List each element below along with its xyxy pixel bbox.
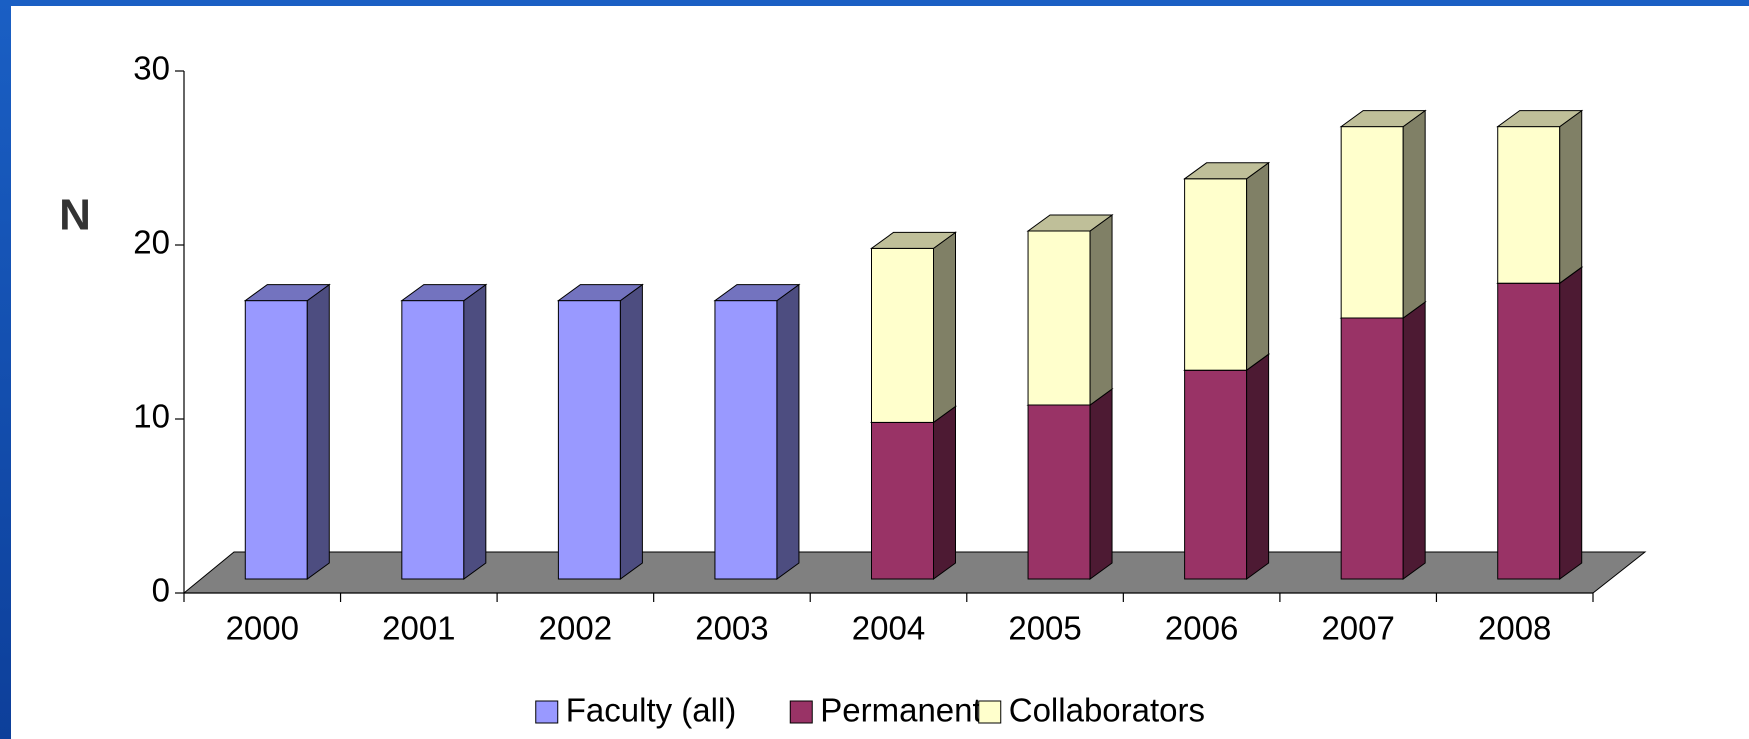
x-tick-label: 2006 <box>1165 610 1238 647</box>
bar-side <box>463 283 487 580</box>
x-tick-label: 2001 <box>382 610 455 647</box>
bar-top <box>869 231 958 249</box>
bar-front <box>1497 282 1561 580</box>
bar-side <box>933 405 956 580</box>
bar-side <box>1089 214 1113 406</box>
bar-front <box>1497 126 1561 284</box>
bar-front <box>1184 369 1248 580</box>
bar-front <box>871 247 934 423</box>
bar-top <box>400 284 488 302</box>
legend-label: Permanent <box>820 692 981 729</box>
x-tick-label: 2002 <box>539 610 612 647</box>
x-tick-label: 2008 <box>1478 610 1551 647</box>
y-tick-label: 0 <box>152 572 170 609</box>
bar-side <box>1559 266 1583 580</box>
y-tick-label: 30 <box>133 50 170 87</box>
bar-front <box>1027 404 1091 580</box>
bar-side <box>1559 109 1583 285</box>
bar-top <box>1339 110 1427 128</box>
bar-side <box>1246 161 1270 372</box>
x-tick-label: 2003 <box>695 610 768 647</box>
bar-side <box>1402 109 1426 319</box>
bar-front <box>244 300 308 580</box>
bar-top <box>1183 162 1271 180</box>
bar-top <box>556 284 644 302</box>
x-tick-label: 2004 <box>852 610 925 647</box>
legend-label: Faculty (all) <box>566 692 737 729</box>
bar-top <box>1496 110 1584 128</box>
bar-side <box>306 283 330 580</box>
bar-front <box>1027 230 1091 406</box>
bar-front <box>1184 178 1248 371</box>
bar-front <box>557 300 621 580</box>
bar-top <box>1026 214 1114 232</box>
bar-side <box>1402 301 1426 580</box>
bar-top <box>243 284 331 302</box>
legend-swatch <box>535 700 559 724</box>
bar-top <box>713 284 801 302</box>
bar-front <box>1340 317 1404 580</box>
bar-side <box>1246 353 1270 580</box>
bar-side <box>1089 388 1113 580</box>
legend-label: Collaborators <box>1009 692 1205 729</box>
x-tick-label: 2005 <box>1008 610 1081 647</box>
x-tick-label: 2007 <box>1321 610 1394 647</box>
y-axis-label: N <box>59 191 91 240</box>
y-tick-label: 20 <box>133 224 170 261</box>
x-tick-label: 2000 <box>226 610 299 647</box>
y-tick-label: 10 <box>133 398 170 435</box>
bar-side <box>933 231 956 424</box>
legend-swatch <box>789 700 813 724</box>
bar-front <box>401 300 465 580</box>
bar-front <box>714 300 778 580</box>
bar-front <box>871 421 934 580</box>
bar-side <box>776 283 800 580</box>
bar-front <box>1340 126 1404 319</box>
bar-side <box>619 283 643 580</box>
legend-swatch <box>978 700 1002 724</box>
